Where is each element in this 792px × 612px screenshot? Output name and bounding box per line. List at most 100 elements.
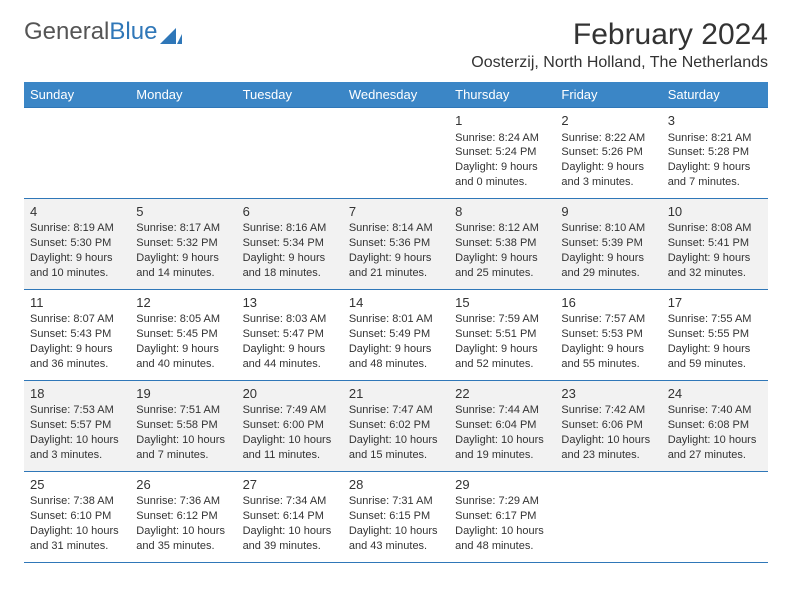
sunrise-text: Sunrise: 7:38 AM xyxy=(30,494,124,509)
sunrise-text: Sunrise: 7:51 AM xyxy=(136,403,230,418)
day-number: 11 xyxy=(30,294,124,312)
header: GeneralBlue February 2024 Oosterzij, Nor… xyxy=(24,18,768,72)
daylight-text: and 31 minutes. xyxy=(30,539,124,554)
daylight-text: Daylight: 9 hours xyxy=(668,160,762,175)
sunset-text: Sunset: 5:41 PM xyxy=(668,236,762,251)
daylight-text: and 36 minutes. xyxy=(30,357,124,372)
daylight-text: and 59 minutes. xyxy=(668,357,762,372)
sunrise-text: Sunrise: 8:12 AM xyxy=(455,221,549,236)
sunrise-text: Sunrise: 7:47 AM xyxy=(349,403,443,418)
day-cell: 28Sunrise: 7:31 AMSunset: 6:15 PMDayligh… xyxy=(343,471,449,562)
day-cell: 23Sunrise: 7:42 AMSunset: 6:06 PMDayligh… xyxy=(555,380,661,471)
sunset-text: Sunset: 6:10 PM xyxy=(30,509,124,524)
daylight-text: and 52 minutes. xyxy=(455,357,549,372)
logo: GeneralBlue xyxy=(24,18,182,46)
day-number: 23 xyxy=(561,385,655,403)
daylight-text: Daylight: 10 hours xyxy=(455,433,549,448)
day-number: 9 xyxy=(561,203,655,221)
logo-text-1: General xyxy=(24,18,109,46)
day-number: 16 xyxy=(561,294,655,312)
week-row: 1Sunrise: 8:24 AMSunset: 5:24 PMDaylight… xyxy=(24,108,768,199)
sunrise-text: Sunrise: 7:59 AM xyxy=(455,312,549,327)
daylight-text: Daylight: 9 hours xyxy=(561,251,655,266)
sunrise-text: Sunrise: 8:05 AM xyxy=(136,312,230,327)
sunset-text: Sunset: 6:15 PM xyxy=(349,509,443,524)
weekday-row: SundayMondayTuesdayWednesdayThursdayFrid… xyxy=(24,82,768,108)
day-cell: 14Sunrise: 8:01 AMSunset: 5:49 PMDayligh… xyxy=(343,289,449,380)
sunrise-text: Sunrise: 8:16 AM xyxy=(243,221,337,236)
sunset-text: Sunset: 5:28 PM xyxy=(668,145,762,160)
sunset-text: Sunset: 5:49 PM xyxy=(349,327,443,342)
daylight-text: and 35 minutes. xyxy=(136,539,230,554)
day-cell: 2Sunrise: 8:22 AMSunset: 5:26 PMDaylight… xyxy=(555,108,661,199)
daylight-text: Daylight: 10 hours xyxy=(349,433,443,448)
daylight-text: Daylight: 9 hours xyxy=(30,342,124,357)
day-number: 19 xyxy=(136,385,230,403)
day-cell: 18Sunrise: 7:53 AMSunset: 5:57 PMDayligh… xyxy=(24,380,130,471)
daylight-text: Daylight: 10 hours xyxy=(455,524,549,539)
day-number: 8 xyxy=(455,203,549,221)
sunset-text: Sunset: 6:06 PM xyxy=(561,418,655,433)
daylight-text: Daylight: 9 hours xyxy=(455,160,549,175)
daylight-text: Daylight: 10 hours xyxy=(136,524,230,539)
sunrise-text: Sunrise: 7:31 AM xyxy=(349,494,443,509)
sunrise-text: Sunrise: 7:49 AM xyxy=(243,403,337,418)
sunset-text: Sunset: 5:32 PM xyxy=(136,236,230,251)
sunrise-text: Sunrise: 8:17 AM xyxy=(136,221,230,236)
sunset-text: Sunset: 5:58 PM xyxy=(136,418,230,433)
sunset-text: Sunset: 6:08 PM xyxy=(668,418,762,433)
weekday-header: Thursday xyxy=(449,82,555,108)
daylight-text: and 15 minutes. xyxy=(349,448,443,463)
sunrise-text: Sunrise: 7:40 AM xyxy=(668,403,762,418)
sunset-text: Sunset: 5:39 PM xyxy=(561,236,655,251)
sunrise-text: Sunrise: 7:57 AM xyxy=(561,312,655,327)
day-number: 10 xyxy=(668,203,762,221)
daylight-text: and 43 minutes. xyxy=(349,539,443,554)
day-cell: 7Sunrise: 8:14 AMSunset: 5:36 PMDaylight… xyxy=(343,198,449,289)
daylight-text: and 40 minutes. xyxy=(136,357,230,372)
daylight-text: and 0 minutes. xyxy=(455,175,549,190)
daylight-text: and 3 minutes. xyxy=(30,448,124,463)
day-number: 4 xyxy=(30,203,124,221)
daylight-text: Daylight: 9 hours xyxy=(243,342,337,357)
empty-cell xyxy=(662,471,768,562)
weekday-header: Tuesday xyxy=(237,82,343,108)
calendar-body: 1Sunrise: 8:24 AMSunset: 5:24 PMDaylight… xyxy=(24,108,768,563)
sunset-text: Sunset: 5:45 PM xyxy=(136,327,230,342)
week-row: 25Sunrise: 7:38 AMSunset: 6:10 PMDayligh… xyxy=(24,471,768,562)
day-cell: 29Sunrise: 7:29 AMSunset: 6:17 PMDayligh… xyxy=(449,471,555,562)
daylight-text: and 14 minutes. xyxy=(136,266,230,281)
daylight-text: Daylight: 10 hours xyxy=(243,524,337,539)
daylight-text: and 7 minutes. xyxy=(668,175,762,190)
day-number: 7 xyxy=(349,203,443,221)
day-number: 6 xyxy=(243,203,337,221)
daylight-text: and 7 minutes. xyxy=(136,448,230,463)
day-number: 5 xyxy=(136,203,230,221)
daylight-text: Daylight: 10 hours xyxy=(136,433,230,448)
day-cell: 22Sunrise: 7:44 AMSunset: 6:04 PMDayligh… xyxy=(449,380,555,471)
daylight-text: and 29 minutes. xyxy=(561,266,655,281)
day-number: 26 xyxy=(136,476,230,494)
day-cell: 15Sunrise: 7:59 AMSunset: 5:51 PMDayligh… xyxy=(449,289,555,380)
day-cell: 26Sunrise: 7:36 AMSunset: 6:12 PMDayligh… xyxy=(130,471,236,562)
logo-sail-icon xyxy=(160,23,182,41)
daylight-text: Daylight: 10 hours xyxy=(668,433,762,448)
sunrise-text: Sunrise: 8:03 AM xyxy=(243,312,337,327)
week-row: 11Sunrise: 8:07 AMSunset: 5:43 PMDayligh… xyxy=(24,289,768,380)
day-number: 1 xyxy=(455,112,549,130)
day-number: 28 xyxy=(349,476,443,494)
day-cell: 6Sunrise: 8:16 AMSunset: 5:34 PMDaylight… xyxy=(237,198,343,289)
daylight-text: and 3 minutes. xyxy=(561,175,655,190)
day-cell: 20Sunrise: 7:49 AMSunset: 6:00 PMDayligh… xyxy=(237,380,343,471)
day-number: 15 xyxy=(455,294,549,312)
empty-cell xyxy=(237,108,343,199)
daylight-text: and 39 minutes. xyxy=(243,539,337,554)
sunrise-text: Sunrise: 7:29 AM xyxy=(455,494,549,509)
day-cell: 10Sunrise: 8:08 AMSunset: 5:41 PMDayligh… xyxy=(662,198,768,289)
day-number: 13 xyxy=(243,294,337,312)
daylight-text: and 18 minutes. xyxy=(243,266,337,281)
day-number: 24 xyxy=(668,385,762,403)
sunset-text: Sunset: 6:00 PM xyxy=(243,418,337,433)
weekday-header: Saturday xyxy=(662,82,768,108)
daylight-text: and 48 minutes. xyxy=(455,539,549,554)
